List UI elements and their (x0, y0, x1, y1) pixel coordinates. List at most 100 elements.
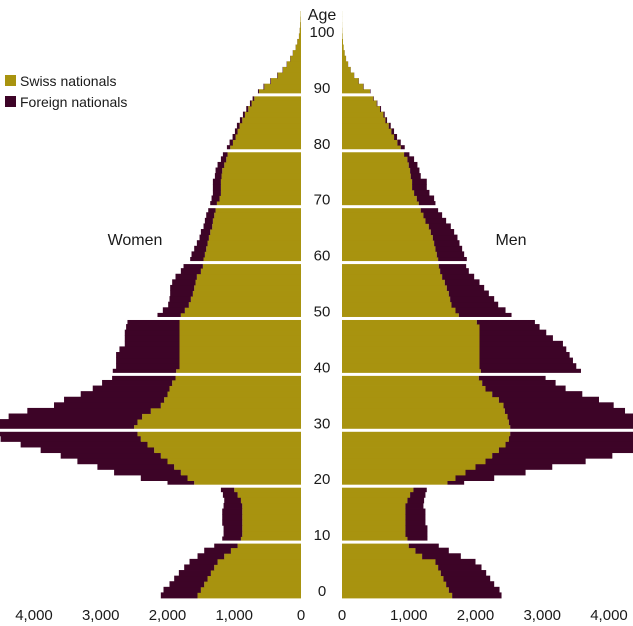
men-swiss-bar (342, 508, 406, 515)
men-foreign-bar (479, 363, 577, 370)
men-foreign-bar (407, 497, 425, 504)
men-foreign-bar (405, 508, 426, 515)
women-swiss-bar (290, 55, 301, 62)
women-swiss-bar (167, 391, 301, 398)
women-foreign-bar (127, 318, 180, 325)
men-foreign-bar (443, 575, 491, 582)
women-swiss-bar (244, 111, 301, 118)
men-foreign-bar (385, 117, 388, 124)
men-swiss-bar (342, 312, 459, 319)
x-tick-label-right: 1,000 (390, 607, 428, 624)
women-foreign-bar (212, 189, 221, 196)
men-foreign-bar (397, 139, 401, 146)
legend: Swiss nationals Foreign nationals (5, 73, 127, 110)
men-swiss-bar (342, 173, 411, 180)
men-foreign-bar (432, 234, 458, 241)
men-swiss-bar (342, 128, 392, 135)
decade-separator (0, 205, 302, 209)
women-swiss-bar (164, 396, 301, 403)
men-swiss-bar (342, 570, 441, 577)
women-foreign-bar (215, 167, 223, 174)
men-foreign-bar (476, 318, 535, 325)
women-swiss-bar (224, 161, 301, 168)
age-tick-label: 30 (314, 415, 331, 432)
women-swiss-bar (237, 491, 301, 498)
men-swiss-bar (342, 111, 384, 118)
men-foreign-bar (436, 251, 465, 258)
women-swiss-bar (221, 173, 301, 180)
men-swiss-bar (342, 458, 486, 465)
men-swiss-bar (342, 407, 505, 414)
women-foreign-bar (112, 374, 176, 381)
men-foreign-bar (405, 514, 426, 521)
women-swiss-bar (207, 240, 301, 247)
women-foreign-bar (194, 245, 207, 252)
men-foreign-bar (479, 335, 553, 342)
women-swiss-bar (222, 167, 302, 174)
women-foreign-bar (64, 396, 165, 403)
men-swiss-bar (342, 150, 405, 157)
women-foreign-bar (172, 279, 196, 286)
men-foreign-bar (430, 229, 455, 236)
women-swiss-bar (204, 251, 301, 258)
women-swiss-bar (216, 201, 301, 208)
men-foreign-bar (446, 581, 495, 588)
men-foreign-bar (388, 122, 391, 129)
men-swiss-bar (342, 335, 480, 342)
men-swiss-bar (342, 357, 480, 364)
x-tick-label-left: 4,000 (15, 607, 53, 624)
men-foreign-bar (450, 296, 495, 303)
women-foreign-bar (239, 117, 243, 124)
men-swiss-bar (342, 391, 493, 398)
men-foreign-bar (405, 502, 424, 509)
men-foreign-bar (447, 480, 465, 487)
women-foreign-bar (0, 419, 138, 426)
women-foreign-bar (214, 173, 222, 180)
women-swiss-bar (237, 542, 301, 549)
men-swiss-bar (342, 368, 481, 375)
men-foreign-bar (422, 553, 461, 560)
decade-separator (0, 149, 302, 153)
women-foreign-bar (236, 122, 240, 129)
women-swiss-bar (242, 508, 301, 515)
women-swiss-bar (300, 22, 301, 29)
decade-separator (0, 93, 302, 97)
men-foreign-bar (405, 525, 428, 532)
women-swiss-bar (295, 44, 301, 51)
men-swiss-bar (342, 184, 413, 191)
age-tick-label: 80 (314, 136, 331, 153)
women-foreign-bar (204, 217, 213, 224)
men-swiss-bar (342, 33, 343, 40)
men-swiss-bar (342, 581, 447, 588)
men-foreign-bar (391, 128, 395, 135)
age-tick-label: 60 (314, 248, 331, 265)
decade-separator (0, 484, 302, 488)
women-foreign-bar (277, 72, 278, 79)
men-swiss-bar (342, 122, 389, 129)
men-foreign-bar (383, 111, 385, 118)
women-label: Women (108, 232, 163, 249)
men-swiss-bar (342, 514, 406, 521)
women-swiss-bar (154, 447, 301, 454)
women-foreign-bar (77, 458, 168, 465)
men-foreign-bar (438, 256, 467, 263)
women-swiss-bar (242, 514, 301, 521)
women-swiss-bar (184, 307, 301, 314)
women-swiss-bar (179, 324, 301, 331)
men-swiss-bar (342, 491, 411, 498)
women-swiss-bar (160, 402, 301, 409)
men-swiss-bar (342, 55, 346, 62)
women-foreign-bar (222, 491, 238, 498)
men-swiss-bar (342, 44, 344, 51)
decade-separator (0, 372, 302, 376)
decade-separator (341, 316, 633, 320)
women-foreign-bar (211, 195, 220, 202)
women-foreign-bar (60, 452, 161, 459)
men-swiss-bar (342, 167, 411, 174)
women-swiss-bar (194, 284, 301, 291)
women-foreign-bar (183, 262, 203, 269)
women-swiss-bar (220, 189, 301, 196)
men-foreign-bar (444, 279, 480, 286)
men-foreign-bar (410, 167, 420, 174)
men-swiss-bar (342, 402, 504, 409)
